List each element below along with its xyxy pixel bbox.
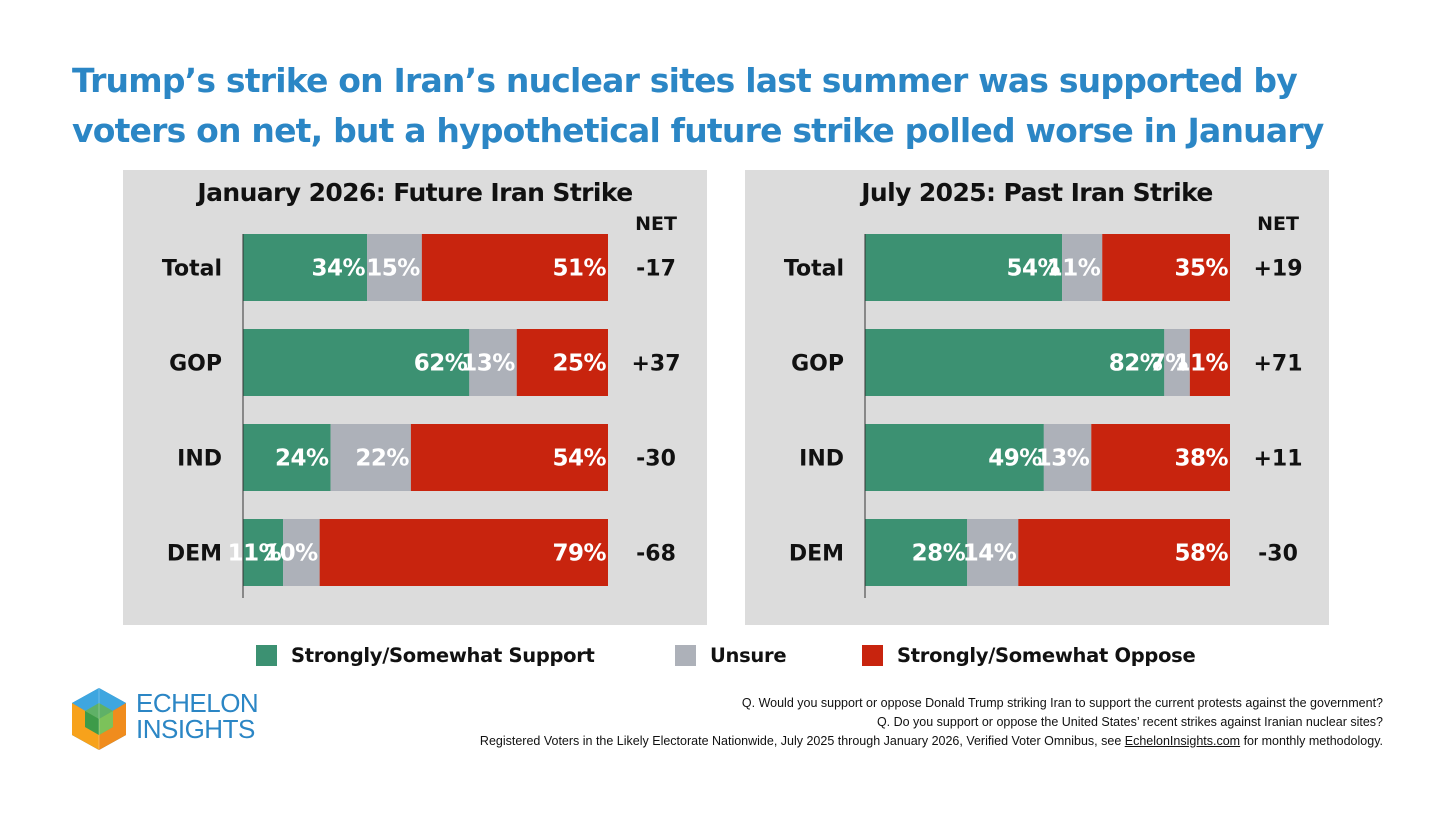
headline-line-2: voters on net, but a hypothetical future… (72, 111, 1324, 150)
source-text: Registered Voters in the Likely Electora… (479, 734, 1125, 748)
net-value: +37 (631, 352, 680, 377)
headline: Trump’s strike on Iran’s nuclear sites l… (72, 56, 1432, 156)
data-label-oppose: 79% (552, 541, 606, 567)
data-label-oppose: 38% (1174, 446, 1228, 472)
net-value: -30 (636, 447, 676, 472)
legend-swatch-unsure (675, 644, 696, 666)
footnote-question-2: Q. Do you support or oppose the United S… (876, 715, 1383, 729)
chart-panel-january-2026: January 2026: Future Iran Strike NET Tota… (123, 170, 707, 625)
net-value: -30 (1258, 542, 1298, 567)
net-value: +19 (1253, 257, 1302, 282)
data-label-support: 11% (228, 541, 282, 567)
bar-segment-oppose (1091, 424, 1230, 491)
data-label-oppose: 51% (552, 256, 606, 282)
net-value: +71 (1253, 352, 1302, 377)
chart-title: July 2025: Past Iran Strike (861, 178, 1213, 207)
source-text-end: for monthly methodology. (1240, 734, 1383, 748)
headline-line-1: Trump’s strike on Iran’s nuclear sites l… (72, 61, 1298, 100)
bar-segment-support (243, 234, 368, 301)
bar-segment-support (865, 329, 1165, 396)
data-label-unsure: 14% (963, 541, 1017, 567)
bar-segment-unsure (1062, 234, 1103, 301)
net-value: -17 (636, 257, 676, 282)
bar-segment-support (243, 424, 331, 491)
legend-label-support: Strongly/Somewhat Support (291, 643, 595, 667)
legend-item-support: Strongly/Somewhat Support (256, 643, 595, 667)
chart-panel-july-2025: July 2025: Past Iran Strike NET Total 54% 1… (745, 170, 1329, 625)
bar-segment-oppose (319, 519, 608, 586)
brand-line-1: ECHELON (136, 688, 259, 718)
data-label-support: 49% (988, 446, 1042, 472)
data-label-oppose: 11% (1174, 351, 1228, 377)
data-label-unsure: 10% (264, 541, 318, 567)
category-label: Total (784, 257, 844, 282)
legend-label-unsure: Unsure (710, 643, 787, 667)
bar-segment-support (243, 329, 470, 396)
footnote-question-1: Q. Would you support or oppose Donald Tr… (741, 696, 1383, 710)
data-label-support: 34% (312, 256, 366, 282)
bar-segment-oppose (410, 424, 608, 491)
bar-segment-support (865, 234, 1063, 301)
legend-swatch-support (256, 644, 277, 666)
chart-svg-january-2026: NET Total 34% 15% 51% -17 GOP 62%13% 25% +37 IND 24… (162, 213, 681, 598)
category-label: DEM (789, 542, 844, 567)
data-label-unsure: 7% (1150, 351, 1189, 377)
legend-item-unsure: Unsure (675, 643, 787, 667)
data-label-oppose: 25% (552, 351, 606, 377)
bar-segment-oppose (516, 329, 608, 396)
bar-segment-oppose (421, 234, 608, 301)
data-label-support: 62% (414, 351, 468, 377)
brand-line-2: INSIGHTS (136, 714, 255, 744)
data-label-support: 24% (275, 446, 329, 472)
source-link[interactable]: EchelonInsights.com (1124, 734, 1241, 748)
data-label-unsure: 11% (1047, 256, 1101, 282)
bar-segment-support (243, 519, 284, 586)
chart-legend: Strongly/Somewhat Support Unsure Strongl… (0, 643, 1456, 667)
net-value: -68 (636, 542, 676, 567)
legend-swatch-oppose (862, 644, 883, 666)
legend-label-oppose: Strongly/Somewhat Oppose (897, 643, 1196, 667)
data-label-oppose: 54% (552, 446, 606, 472)
bar-segment-unsure (469, 329, 517, 396)
category-label: GOP (169, 352, 222, 377)
legend-item-oppose: Strongly/Somewhat Oppose (862, 643, 1196, 667)
data-label-support: 54% (1007, 256, 1061, 282)
bar-segment-support (865, 424, 1044, 491)
footnote-source: Registered Voters in the Likely Electora… (480, 732, 1383, 751)
category-label: Total (162, 257, 222, 282)
chart-title: January 2026: Future Iran Strike (197, 178, 633, 207)
echelon-logo-icon (72, 688, 126, 750)
data-label-oppose: 58% (1174, 541, 1228, 567)
data-label-support: 82% (1109, 351, 1163, 377)
bar-segment-unsure (367, 234, 422, 301)
footnotes: Q. Would you support or oppose Donald Tr… (480, 694, 1383, 751)
net-header: NET (1257, 213, 1299, 235)
bar-segment-unsure (330, 424, 411, 491)
data-label-unsure: 13% (1036, 446, 1090, 472)
category-label: IND (177, 447, 222, 472)
bar-segment-unsure (1043, 424, 1092, 491)
bar-segment-oppose (1189, 329, 1230, 396)
net-value: +11 (1253, 447, 1302, 472)
bar-segment-oppose (1018, 519, 1230, 586)
category-label: IND (799, 447, 844, 472)
bar-segment-unsure (967, 519, 1019, 586)
data-label-support: 28% (912, 541, 966, 567)
bar-segment-support (865, 519, 968, 586)
data-label-unsure: 22% (355, 446, 409, 472)
bar-segment-unsure (283, 519, 320, 586)
net-header: NET (635, 213, 677, 235)
data-label-oppose: 35% (1174, 256, 1228, 282)
category-label: GOP (791, 352, 844, 377)
brand-wordmark: ECHELON INSIGHTS (136, 688, 259, 744)
data-label-unsure: 15% (366, 256, 420, 282)
bar-segment-oppose (1102, 234, 1230, 301)
bar-segment-unsure (1164, 329, 1190, 396)
category-label: DEM (167, 542, 222, 567)
data-label-unsure: 13% (461, 351, 515, 377)
